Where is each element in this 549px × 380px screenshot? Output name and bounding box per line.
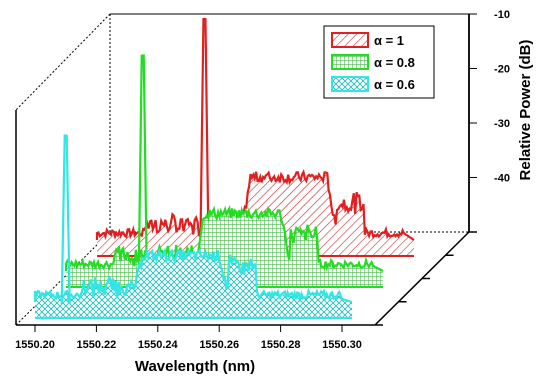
series-line bbox=[64, 204, 384, 272]
z-axis-label: Relative Power (dB) bbox=[517, 40, 534, 181]
z-tick-label: -10 bbox=[494, 9, 510, 21]
x-tick-label: 1550.30 bbox=[322, 339, 362, 351]
seed-peak bbox=[199, 18, 210, 243]
series-α=0.6 bbox=[33, 134, 353, 319]
legend: α = 1 α = 0.8 α = 0.6 bbox=[323, 25, 435, 99]
z-tick-label: -40 bbox=[494, 173, 510, 185]
series-line bbox=[33, 246, 353, 304]
legend-label: α = 0.8 bbox=[374, 55, 415, 70]
x-axis-label: Wavelength (nm) bbox=[135, 358, 255, 375]
legend-label: α = 0.6 bbox=[374, 77, 415, 92]
legend-swatch bbox=[331, 32, 369, 48]
x-tick-label: 1550.20 bbox=[15, 339, 55, 351]
z-tick-label: -20 bbox=[494, 64, 510, 76]
z-tick-label: -30 bbox=[494, 118, 510, 130]
seed-peak bbox=[60, 134, 71, 305]
series-layer bbox=[33, 18, 415, 319]
series-fill bbox=[35, 250, 352, 318]
legend-label: α = 1 bbox=[374, 33, 404, 48]
legend-swatch bbox=[331, 54, 369, 70]
x-tick-label: 1550.28 bbox=[261, 339, 301, 351]
x-tick-label: 1550.26 bbox=[199, 339, 239, 351]
top-left-depth-edge bbox=[15, 13, 111, 111]
x-tick-label: 1550.22 bbox=[77, 339, 117, 351]
series-line bbox=[95, 168, 415, 241]
seed-peak bbox=[137, 54, 148, 274]
tick-layer: 1550.20 1550.22 1550.24 1550.26 1550.28 1550.… bbox=[15, 9, 510, 351]
x-tick-label: 1550.24 bbox=[138, 339, 179, 351]
legend-swatch bbox=[331, 76, 369, 92]
